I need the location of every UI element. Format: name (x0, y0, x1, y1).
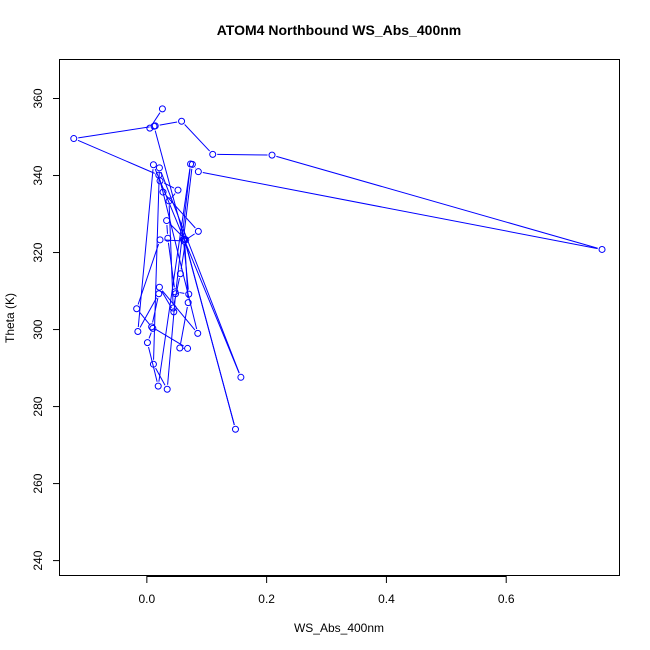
data-point (172, 290, 180, 298)
data-point (143, 339, 151, 347)
series-line-segment (148, 346, 158, 382)
series-line-segment (166, 225, 169, 234)
data-point (165, 197, 173, 205)
series-line-segment (152, 298, 159, 323)
data-point (174, 186, 182, 194)
data-point (164, 234, 172, 242)
data-point (598, 245, 606, 253)
series-line-segment (78, 126, 150, 139)
data-point (170, 308, 178, 316)
series-line-segment (164, 239, 180, 242)
data-point (187, 160, 195, 168)
series-line-segment (77, 139, 155, 174)
data-point (155, 171, 163, 179)
data-point (194, 227, 202, 235)
data-point (181, 235, 189, 243)
data-point (178, 117, 186, 125)
x-tick-label: 0.0 (139, 592, 156, 606)
y-tick-label: 240 (31, 550, 45, 570)
series-line-segment (154, 130, 235, 426)
series-group (70, 105, 606, 433)
data-point (184, 344, 192, 352)
series-line-segment (161, 290, 196, 331)
series-line-segment (180, 306, 188, 344)
data-point (133, 305, 141, 313)
y-tick-label: 260 (31, 473, 45, 493)
series-line-segment (184, 243, 189, 299)
series-line-segment (151, 112, 161, 125)
data-point (155, 290, 163, 298)
series-line-segment (155, 367, 166, 386)
y-axis-label: Theta (K) (3, 293, 17, 343)
data-point (155, 164, 163, 172)
series-line-segment (155, 328, 184, 347)
data-point (155, 283, 163, 291)
x-tick-label: 0.6 (498, 592, 515, 606)
y-tick-label: 360 (31, 88, 45, 108)
series-line-segment (139, 297, 158, 328)
y-tick-label: 320 (31, 242, 45, 262)
data-point (185, 290, 193, 298)
series-line-segment (183, 168, 193, 236)
data-point (156, 236, 164, 244)
data-point (159, 188, 167, 196)
data-point (149, 161, 157, 169)
series-line-segment (167, 298, 176, 385)
data-point (209, 150, 217, 158)
series-line-segment (148, 332, 152, 339)
data-point (163, 217, 171, 225)
data-point (154, 382, 162, 390)
data-point (268, 151, 276, 159)
data-point (231, 425, 239, 433)
series-line-segment (154, 168, 240, 374)
series-line-segment (161, 290, 172, 309)
x-axis: 0.0 0.2 0.4 0.6 (139, 576, 515, 606)
series-line-segment (179, 292, 185, 294)
y-tick-label: 300 (31, 319, 45, 339)
series-line-segment (158, 168, 191, 382)
y-tick-label: 280 (31, 396, 45, 416)
chart-title: ATOM4 Northbound WS_Abs_400nm (217, 22, 462, 38)
data-point (176, 344, 184, 352)
x-tick-label: 0.4 (378, 592, 395, 606)
series-line-segment (160, 171, 240, 374)
y-tick-label: 340 (31, 165, 45, 185)
data-point (150, 122, 158, 130)
series-line-segment (202, 172, 598, 250)
data-point (169, 304, 177, 312)
series-line-segment (184, 124, 211, 152)
series-line-segment (137, 169, 154, 328)
series-line-segment (187, 233, 195, 239)
data-point (158, 105, 166, 113)
data-point (149, 324, 157, 332)
series-line-segment (276, 155, 598, 249)
x-tick-label: 0.2 (258, 592, 275, 606)
data-point (134, 327, 142, 335)
series-line-segment (217, 153, 268, 156)
y-axis: 240 260 280 300 320 340 360 (31, 88, 60, 571)
series-line-segment (159, 121, 178, 126)
data-point (148, 323, 156, 331)
series-line-segment (171, 193, 176, 198)
x-axis-label: WS_Abs_400nm (294, 621, 384, 635)
data-point (176, 270, 184, 278)
series-line-segment (180, 244, 186, 270)
data-point (184, 299, 192, 307)
data-point (237, 373, 245, 381)
data-point (194, 329, 202, 337)
data-point (163, 385, 171, 393)
data-point (182, 236, 190, 244)
data-point (194, 168, 202, 176)
data-point (70, 135, 78, 143)
series-line-segment (165, 195, 196, 229)
data-point (149, 360, 157, 368)
